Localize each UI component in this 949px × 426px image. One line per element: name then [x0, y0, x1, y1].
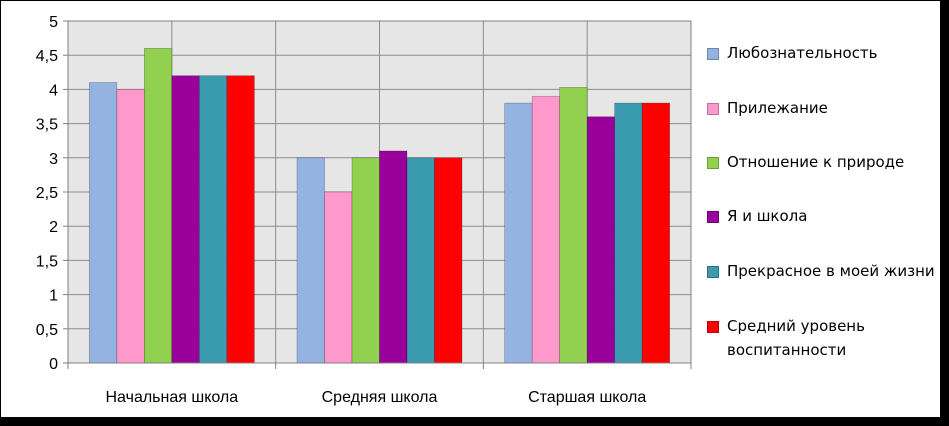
x-category-label: Средняя школа	[322, 389, 438, 406]
chart-frame: 0 0,5 1 1,5 2 2,5 3 3,5 4 4,5 5 Начальная школа Сред…	[0, 0, 941, 418]
bar	[379, 150, 408, 364]
y-tick-label: 0,5	[36, 322, 58, 339]
y-tick-label: 3,5	[36, 117, 58, 134]
legend-label: Любознательность	[727, 44, 878, 62]
frame-shadow-right	[941, 6, 949, 426]
bar	[434, 157, 463, 364]
bar	[351, 157, 380, 364]
bar	[116, 89, 145, 364]
y-tick-label: 2	[49, 219, 58, 236]
legend-item: Прекрасное в моей жизни	[707, 259, 937, 283]
legend-item: Любознательность	[707, 41, 937, 65]
x-category-label: Старшая школа	[528, 389, 646, 406]
bar	[199, 75, 228, 364]
legend-item: Отношение к природе	[707, 150, 937, 174]
bar	[531, 95, 560, 364]
bar	[324, 191, 353, 364]
plot-border	[67, 20, 692, 364]
bar	[641, 102, 670, 364]
legend-label: Средний уровень воспитанности	[727, 317, 865, 359]
bar-chart: 0 0,5 1 1,5 2 2,5 3 3,5 4 4,5 5 Начальная школа Сред…	[36, 14, 692, 406]
y-tick-label: 5	[49, 14, 58, 31]
bar	[586, 116, 615, 364]
axes: 0 0,5 1 1,5 2 2,5 3 3,5 4 4,5 5 Начальная школа Сред…	[36, 14, 692, 406]
bar	[406, 157, 435, 364]
y-tick-label: 1	[49, 288, 58, 305]
y-tick-label: 1,5	[36, 253, 58, 270]
legend-label: Прилежание	[727, 99, 828, 117]
y-tick-label: 4,5	[36, 48, 58, 65]
bar	[144, 48, 173, 364]
legend-label: Отношение к природе	[727, 153, 905, 171]
legend-swatch	[707, 211, 719, 223]
legend-swatch	[707, 266, 719, 278]
legend-swatch	[707, 103, 719, 115]
bar	[171, 75, 200, 364]
y-tick-label: 3	[49, 151, 58, 168]
legend-item: Я и школа	[707, 204, 937, 228]
bar	[559, 87, 588, 364]
y-tick-label: 4	[49, 82, 58, 99]
legend-swatch	[707, 321, 719, 333]
legend-swatch	[707, 48, 719, 60]
x-category-label: Начальная школа	[106, 389, 239, 406]
bar	[614, 102, 643, 364]
y-tick-label: 2,5	[36, 185, 58, 202]
legend-swatch	[707, 157, 719, 169]
y-tick-label: 0	[49, 356, 58, 373]
bar	[504, 102, 533, 364]
bar	[296, 157, 325, 364]
legend-item: Средний уровень воспитанности	[707, 314, 937, 362]
legend-item: Прилежание	[707, 96, 937, 120]
bars	[89, 48, 670, 364]
legend-label: Я и школа	[727, 207, 808, 225]
frame-shadow-bottom	[6, 418, 949, 426]
bar	[226, 75, 255, 364]
legend-label: Прекрасное в моей жизни	[727, 262, 935, 280]
bar	[89, 82, 118, 364]
